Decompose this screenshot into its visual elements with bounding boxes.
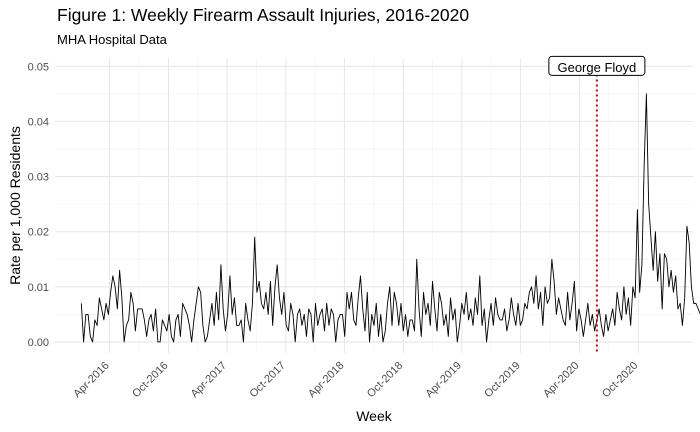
x-axis-title: Week xyxy=(356,408,393,424)
series-line xyxy=(80,93,700,343)
y-tick-label: 0.01 xyxy=(28,282,49,294)
chart-subtitle: MHA Hospital Data xyxy=(57,32,167,47)
x-tick-label: Oct-2017 xyxy=(248,360,288,400)
y-tick-label: 0.05 xyxy=(28,61,49,73)
y-tick-label: 0.04 xyxy=(28,116,49,128)
y-axis-ticks: 0.00 0.01 0.02 0.03 0.04 0.05 xyxy=(28,61,49,349)
x-tick-label: Apr-2019 xyxy=(423,360,463,400)
x-tick-label: Oct-2018 xyxy=(365,360,405,400)
x-tick-label: Oct-2016 xyxy=(130,360,170,400)
y-tick-label: 0.02 xyxy=(28,227,49,239)
x-tick-label: Oct-2020 xyxy=(600,360,640,400)
y-tick-label: 0.00 xyxy=(28,337,49,349)
x-tick-label: Oct-2019 xyxy=(482,360,522,400)
annotation-label: George Floyd xyxy=(557,60,636,75)
chart-title: Figure 1: Weekly Firearm Assault Injurie… xyxy=(57,5,470,25)
y-axis-title: Rate per 1,000 Residents xyxy=(7,126,23,285)
x-tick-label: Apr-2016 xyxy=(71,360,111,400)
y-tick-label: 0.03 xyxy=(28,172,49,184)
x-tick-label: Apr-2020 xyxy=(541,360,581,400)
x-axis-ticks: Apr-2016 Oct-2016 Apr-2017 Oct-2017 Apr-2018… xyxy=(71,360,640,400)
x-tick-label: Apr-2017 xyxy=(189,360,229,400)
annotation-box xyxy=(548,55,646,76)
x-tick-label: Apr-2018 xyxy=(306,360,346,400)
